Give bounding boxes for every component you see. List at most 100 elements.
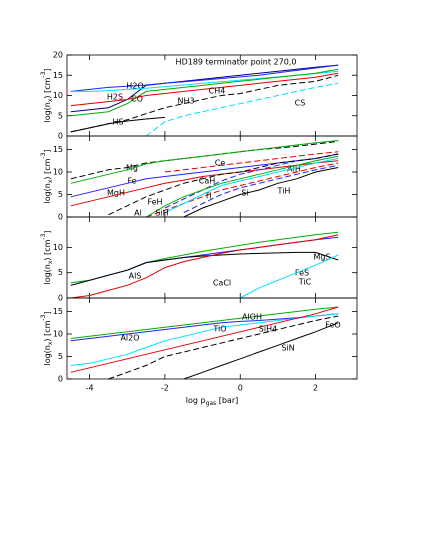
- y-tick-label: 10: [53, 168, 63, 177]
- series-label: Al: [134, 209, 142, 218]
- y-tick-label: 5: [58, 352, 63, 361]
- y-tick-label: 15: [53, 145, 63, 154]
- x-tick-label: -2: [161, 384, 169, 393]
- series-line: [145, 82, 339, 136]
- y-axis-label: log(nx) [cm-3]: [40, 68, 54, 122]
- series-line: [70, 306, 339, 339]
- y-axis-label: log(nx) [cm-3]: [40, 311, 54, 365]
- series-line: [164, 153, 339, 209]
- y-label-part: x: [47, 341, 54, 345]
- y-tick-label: 0: [58, 213, 63, 222]
- series-label: Ce: [215, 159, 226, 168]
- y-label-part: ]: [43, 68, 52, 71]
- y-label-part: ) [cm: [43, 77, 52, 98]
- series-label: Al2O: [120, 334, 139, 343]
- series-label: Fe: [127, 177, 136, 186]
- y-tick-label: 0: [58, 132, 63, 141]
- series-line: [70, 70, 339, 92]
- series-label: SiN: [281, 344, 294, 353]
- y-tick-label: 15: [53, 71, 63, 80]
- series-label: NH3: [177, 97, 194, 106]
- series-line: [70, 140, 339, 184]
- series-label: FeS: [295, 269, 309, 278]
- series-label: TiC: [298, 278, 312, 287]
- series-label: MgH: [107, 189, 125, 198]
- x-label-part: [bar]: [216, 396, 238, 405]
- series-line: [183, 167, 339, 217]
- x-label-part: log p: [186, 396, 206, 405]
- y-tick-label: 20: [53, 51, 63, 60]
- y-tick-label: 5: [58, 190, 63, 199]
- x-label-part: gas: [206, 400, 217, 407]
- y-tick-label: 10: [53, 243, 63, 252]
- y-label-part: ]: [43, 149, 52, 152]
- x-tick-label: 0: [238, 384, 243, 393]
- y-tick-label: 5: [58, 111, 63, 120]
- y-label-part: ]: [43, 311, 52, 314]
- y-label-part: x: [47, 179, 54, 183]
- series-line: [70, 251, 339, 286]
- y-tick-label: 0: [58, 375, 63, 384]
- series-line: [70, 234, 339, 298]
- series-label: CaCl: [213, 279, 231, 288]
- y-label-part: -3: [40, 233, 47, 239]
- y-label-part: log(n: [43, 264, 52, 284]
- series-label: SiH4: [259, 325, 277, 334]
- series-line: [70, 313, 339, 366]
- series-label: CS: [295, 99, 306, 108]
- series-line: [183, 164, 339, 213]
- series-line: [70, 68, 339, 117]
- y-label-part: log(n: [43, 345, 52, 365]
- series-line: [145, 155, 339, 217]
- series-line: [70, 306, 339, 373]
- series-label: Ti: [204, 192, 212, 201]
- series-line: [70, 64, 339, 92]
- x-axis-label: log pgas [bar]: [186, 396, 239, 408]
- x-tick-label: -4: [86, 384, 94, 393]
- y-label-part: log(n: [43, 183, 52, 203]
- series-line: [164, 158, 339, 213]
- y-label-part: ]: [43, 230, 52, 233]
- y-label-part: -3: [40, 314, 47, 320]
- series-line: [108, 153, 339, 216]
- y-label-part: x: [47, 260, 54, 264]
- series-line: [164, 151, 339, 173]
- x-tick-label: 2: [313, 384, 318, 393]
- y-label-part: x: [47, 98, 54, 102]
- series-label: TiH: [277, 187, 291, 196]
- series-line: [145, 162, 339, 217]
- series-line: [70, 72, 339, 107]
- series-label: TiO: [212, 325, 226, 334]
- panel-frame: [66, 297, 358, 380]
- y-tick-label: 15: [53, 307, 63, 316]
- y-label-part: -3: [40, 71, 47, 77]
- series-line: [239, 254, 339, 298]
- y-tick-label: 10: [53, 330, 63, 339]
- series-label: AlOH: [242, 313, 262, 322]
- series-line: [183, 322, 339, 379]
- series-label: AlS: [129, 272, 142, 281]
- series-label: H2O: [126, 82, 143, 91]
- series-label: FeH: [147, 198, 162, 207]
- series-line: [70, 74, 339, 133]
- series-line: [70, 140, 339, 180]
- series-label: AlH: [287, 165, 301, 174]
- y-tick-label: 0: [58, 294, 63, 303]
- series-label: CO: [131, 95, 143, 104]
- y-label-part: log(n: [43, 102, 52, 122]
- series-label: HS: [112, 118, 123, 127]
- y-tick-label: 5: [58, 268, 63, 277]
- series-label: SiH: [155, 209, 168, 218]
- chart-title: HD189 terminator point 270,0: [176, 58, 297, 67]
- series-line: [108, 315, 339, 379]
- y-label-part: ) [cm: [43, 320, 52, 341]
- y-axis-label: log(nx) [cm-3]: [40, 149, 54, 203]
- y-axis-label: log(nx) [cm-3]: [40, 230, 54, 284]
- series-label: MgS: [313, 253, 330, 262]
- series-line: [70, 116, 165, 133]
- y-label-part: ) [cm: [43, 239, 52, 260]
- series-label: H2S: [107, 93, 123, 102]
- series-label: CH4: [209, 87, 226, 96]
- series-line: [70, 64, 339, 113]
